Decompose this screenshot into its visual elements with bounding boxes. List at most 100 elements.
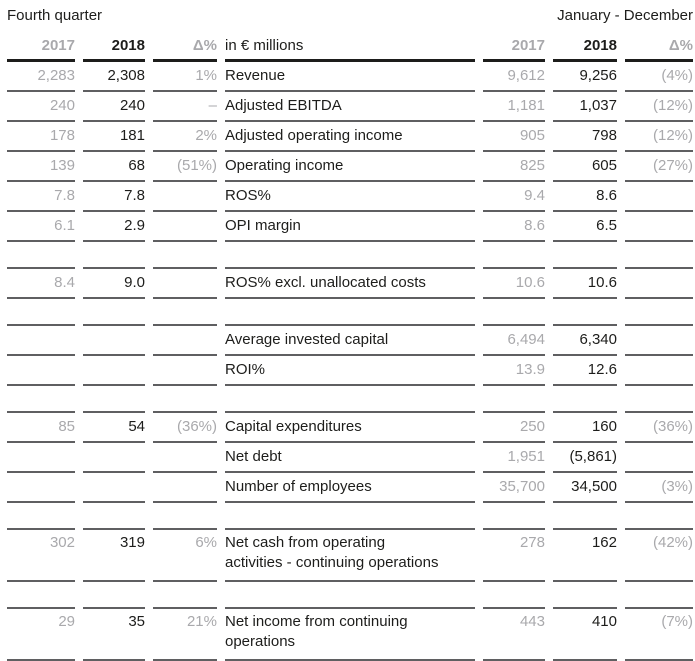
q4-2018-value: 54 — [83, 413, 145, 443]
q4-delta-value: 21% — [153, 609, 217, 661]
spacer-row — [7, 386, 693, 413]
row-label: Net debt — [225, 443, 475, 473]
row-label: OPI margin — [225, 212, 475, 242]
row-label: Revenue — [225, 62, 475, 92]
fy-delta-value: (12%) — [625, 122, 693, 152]
row-label: Adjusted operating income — [225, 122, 475, 152]
q4-delta-value — [153, 473, 217, 503]
q4-2017-value — [7, 356, 75, 386]
q4-2017-value: 8.4 — [7, 269, 75, 299]
spacer-row — [7, 242, 693, 269]
header-fy-2017: 2017 — [483, 28, 545, 62]
table-row: 240 240 – Adjusted EBITDA 1,181 1,037 (1… — [7, 92, 693, 122]
header-unit-label: in € millions — [225, 28, 475, 62]
fy-delta-value — [625, 299, 693, 326]
q4-2018-value: 2,308 — [83, 62, 145, 92]
q4-2018-value: 7.8 — [83, 182, 145, 212]
table-row: 6.1 2.9 OPI margin 8.6 6.5 — [7, 212, 693, 242]
q4-delta-value — [153, 443, 217, 473]
row-label: Net income from continuing operations — [225, 609, 475, 661]
q4-2018-value — [83, 386, 145, 413]
q4-2018-value: 35 — [83, 609, 145, 661]
q4-2018-value — [83, 326, 145, 356]
fy-2018-value: 6,340 — [553, 326, 617, 356]
q4-2017-value — [7, 386, 75, 413]
fy-delta-value — [625, 242, 693, 269]
fy-2017-value: 8.6 — [483, 212, 545, 242]
fy-delta-value — [625, 212, 693, 242]
q4-2018-value — [83, 356, 145, 386]
fy-2017-value: 1,951 — [483, 443, 545, 473]
fy-delta-value: (27%) — [625, 152, 693, 182]
q4-2017-value — [7, 503, 75, 530]
q4-delta-value — [153, 326, 217, 356]
table-header-row: 2017 2018 Δ% in € millions 2017 2018 Δ% — [7, 28, 693, 62]
fy-delta-value — [625, 443, 693, 473]
q4-2017-value — [7, 443, 75, 473]
row-label — [225, 386, 475, 413]
fy-2017-value: 250 — [483, 413, 545, 443]
fy-2017-value: 35,700 — [483, 473, 545, 503]
fy-2018-value — [553, 299, 617, 326]
q4-delta-value: (36%) — [153, 413, 217, 443]
fy-delta-value: (36%) — [625, 413, 693, 443]
table-row: Net debt 1,951 (5,861) — [7, 443, 693, 473]
q4-2018-value: 9.0 — [83, 269, 145, 299]
q4-2017-value — [7, 326, 75, 356]
q4-2017-value: 29 — [7, 609, 75, 661]
row-label — [225, 242, 475, 269]
q4-2017-value — [7, 473, 75, 503]
row-label: ROS% — [225, 182, 475, 212]
q4-2017-value: 240 — [7, 92, 75, 122]
q4-2018-value — [83, 299, 145, 326]
q4-2017-value — [7, 299, 75, 326]
q4-delta-value: 2% — [153, 122, 217, 152]
table-row: Number of employees 35,700 34,500 (3%) — [7, 473, 693, 503]
q4-delta-value — [153, 582, 217, 609]
header-q4-2017: 2017 — [7, 28, 75, 62]
q4-2018-value: 2.9 — [83, 212, 145, 242]
fy-2017-value — [483, 582, 545, 609]
q4-2018-value — [83, 503, 145, 530]
table-row: Average invested capital 6,494 6,340 — [7, 326, 693, 356]
q4-2018-value: 181 — [83, 122, 145, 152]
fy-2017-value: 825 — [483, 152, 545, 182]
fy-delta-value — [625, 356, 693, 386]
fy-2018-value: 798 — [553, 122, 617, 152]
row-label: ROI% — [225, 356, 475, 386]
fy-delta-value: (12%) — [625, 92, 693, 122]
table-row: 29 35 21% Net income from continuing ope… — [7, 609, 693, 661]
fy-delta-value — [625, 326, 693, 356]
fy-2018-value — [553, 582, 617, 609]
row-label: Capital expenditures — [225, 413, 475, 443]
row-label: Adjusted EBITDA — [225, 92, 475, 122]
q4-delta-value — [153, 182, 217, 212]
q4-2017-value — [7, 582, 75, 609]
header-fy-delta: Δ% — [625, 28, 693, 62]
table-row: 302 319 6% Net cash from operating activ… — [7, 530, 693, 582]
fy-2017-value: 1,181 — [483, 92, 545, 122]
fy-2017-value: 9.4 — [483, 182, 545, 212]
fy-2017-value — [483, 386, 545, 413]
table-row: 85 54 (36%) Capital expenditures 250 160… — [7, 413, 693, 443]
q4-delta-value — [153, 386, 217, 413]
table-row: 139 68 (51%) Operating income 825 605 (2… — [7, 152, 693, 182]
row-label — [225, 299, 475, 326]
fy-2018-value: 605 — [553, 152, 617, 182]
q4-2018-value — [83, 443, 145, 473]
fy-2017-value — [483, 242, 545, 269]
fy-delta-value — [625, 386, 693, 413]
header-q4-delta: Δ% — [153, 28, 217, 62]
spacer-row — [7, 299, 693, 326]
row-label: Average invested capital — [225, 326, 475, 356]
q4-2017-value: 7.8 — [7, 182, 75, 212]
q4-delta-value: (51%) — [153, 152, 217, 182]
q4-2018-value — [83, 582, 145, 609]
row-label: Number of employees — [225, 473, 475, 503]
q4-delta-value — [153, 242, 217, 269]
table-row: 8.4 9.0 ROS% excl. unallocated costs 10.… — [7, 269, 693, 299]
fy-delta-value: (4%) — [625, 62, 693, 92]
fy-2018-value: 6.5 — [553, 212, 617, 242]
q4-2017-value: 2,283 — [7, 62, 75, 92]
